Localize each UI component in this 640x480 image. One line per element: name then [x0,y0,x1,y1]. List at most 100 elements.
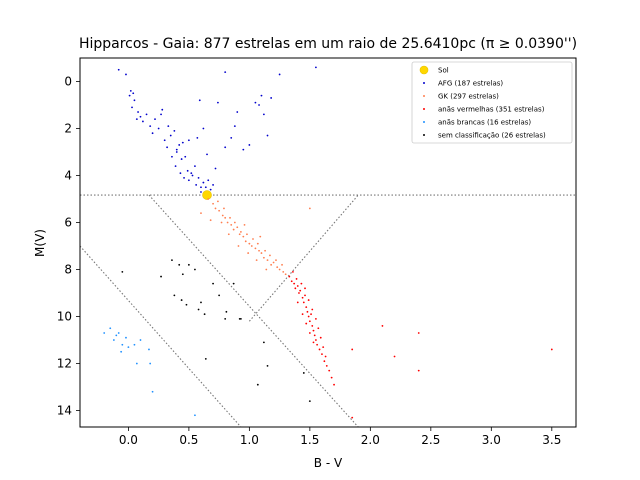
data-point-s1-4 [132,92,135,95]
data-point-s5-20 [308,400,311,403]
data-point-s1-50 [206,153,208,156]
x-tick-label-5: 2.5 [421,433,440,447]
data-point-s1-53 [230,137,233,139]
data-point-s3-11 [306,310,309,313]
data-point-s2-13 [248,242,251,245]
data-point-s1-52 [224,146,227,149]
data-point-s1-10 [142,120,144,123]
data-point-s1-17 [163,139,166,142]
data-point-s3-17 [313,334,316,337]
data-point-s1-60 [266,134,269,137]
data-point-s1-57 [254,101,257,104]
data-point-s2-7 [230,223,233,226]
data-point-s2-29 [233,221,236,224]
data-point-s3-2 [293,282,296,285]
data-point-s1-6 [133,99,136,102]
data-point-s1-58 [260,94,263,97]
data-point-s3-42 [312,341,315,344]
data-point-s2-47 [243,223,246,226]
data-point-s2-11 [242,235,245,238]
data-point-s5-4 [181,273,184,276]
y-tick-label-7: 14 [57,404,72,418]
legend-marker-4 [423,121,425,123]
data-point-s2-42 [255,259,258,262]
data-point-s3-8 [302,301,305,304]
data-point-s5-21 [232,282,235,285]
data-point-s4-5 [121,343,124,346]
y-tick-label-4: 8 [64,263,72,277]
data-point-s5-15 [239,317,242,320]
data-point-s4-2 [112,339,115,341]
legend-marker-1 [423,82,425,84]
legend-marker-2 [423,95,425,97]
data-point-s1-68 [258,104,260,106]
data-point-s1-54 [236,111,239,113]
data-point-s5-24 [197,308,200,311]
data-point-s4-9 [133,343,136,346]
data-point-s1-66 [217,101,219,104]
legend-marker-sun [419,65,429,75]
data-point-s2-12 [244,240,247,243]
data-point-s1-48 [160,113,162,116]
data-point-s4-7 [125,336,127,339]
data-point-s1-26 [187,139,190,142]
data-point-s1-13 [151,132,154,135]
data-point-s2-23 [278,268,281,271]
data-point-s1-63 [315,66,317,69]
data-point-s2-4 [221,214,224,217]
data-point-s1-31 [194,165,196,168]
data-point-s5-12 [218,294,221,297]
data-point-s4-3 [115,334,118,337]
data-point-s3-25 [330,376,333,379]
data-point-s3-49 [351,348,354,351]
data-point-s1-11 [145,113,148,116]
data-point-s2-45 [209,219,212,222]
data-point-s5-6 [185,303,188,306]
data-point-s2-36 [275,259,277,262]
data-point-s2-28 [229,216,231,219]
data-point-s1-21 [175,151,178,153]
legend: Sol AFG (187 estrelas) GK (297 estrelas) an… [411,61,573,144]
data-point-s5-7 [187,263,190,266]
data-point-s2-20 [270,263,273,266]
data-point-s4-0 [103,332,106,334]
data-point-s2-8 [232,228,235,231]
data-point-s5-1 [160,275,162,278]
data-point-s1-0 [117,68,120,71]
data-point-s1-16 [161,108,164,111]
legend-label-2: GK (297 estrelas) [438,93,499,101]
data-point-s2-31 [246,233,248,236]
legend-box [411,61,573,144]
guide-line-1 [148,194,359,427]
legend-label-0: Sol [438,67,449,75]
data-point-s1-49 [202,127,205,130]
data-point-s3-29 [300,282,303,285]
data-point-s3-6 [299,289,302,292]
data-point-s5-19 [302,372,305,374]
data-point-s4-13 [149,362,152,365]
data-point-s1-9 [139,115,142,118]
legend-label-5: sem classificação (26 estrelas) [438,132,546,140]
data-point-s2-33 [256,242,259,245]
data-point-s1-41 [196,137,199,139]
data-point-s1-43 [174,165,177,168]
data-point-s2-1 [212,202,214,205]
data-point-s2-39 [227,233,230,236]
legend-marker-5 [423,134,425,136]
x-tick-label-3: 1.5 [300,433,319,447]
data-point-s3-22 [323,360,326,363]
data-point-s5-17 [266,364,269,367]
data-point-s1-56 [248,144,251,146]
data-point-s3-34 [317,327,320,330]
data-point-s1-40 [212,184,214,186]
data-point-s2-2 [214,207,217,210]
data-point-s1-14 [154,118,156,121]
data-point-s3-28 [295,278,298,280]
x-tick-label-7: 3.5 [542,433,561,447]
data-point-s1-22 [178,144,181,146]
y-axis-ticks: 0 2 4 6 8 10 12 14 [57,75,80,418]
data-point-s1-1 [125,73,127,76]
data-point-s5-23 [204,357,207,360]
data-point-s5-10 [203,313,206,316]
